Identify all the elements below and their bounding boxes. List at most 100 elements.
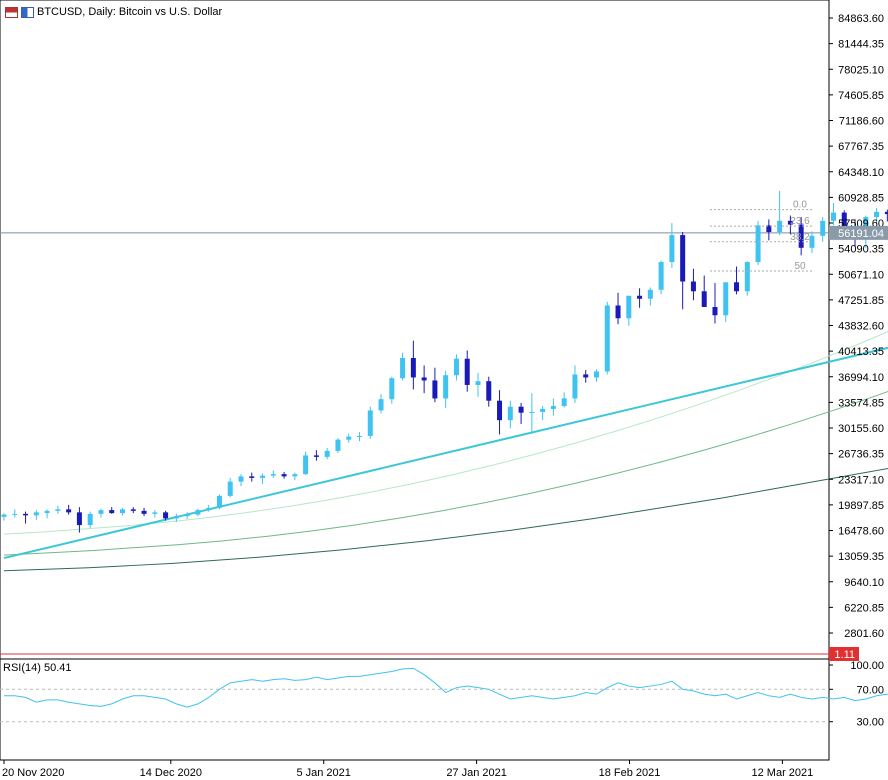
candle-body (680, 235, 686, 282)
candle-body (163, 512, 169, 519)
candle-body (346, 436, 352, 440)
price-axis-label: 9640.10 (844, 577, 884, 589)
fib-level-label: 38.2 (790, 232, 810, 243)
candle-body (206, 507, 212, 511)
candle-body (464, 358, 470, 385)
candle-body (443, 375, 449, 399)
candle-body (173, 516, 179, 519)
candle-body (615, 305, 621, 319)
price-axis-label: 54090.35 (838, 244, 884, 256)
fib-level-label: 0.0 (793, 200, 807, 211)
candle-body (486, 381, 492, 401)
time-axis-label: 27 Jan 2021 (446, 767, 507, 779)
red-level-badge (829, 646, 859, 661)
price-axis-label: 36994.10 (838, 372, 884, 384)
candle-body (787, 220, 793, 225)
price-axis-label: 74605.85 (838, 90, 884, 102)
chart-header: BTCUSD, Daily: Bitcoin vs U.S. Dollar (5, 4, 222, 20)
candle-body (119, 509, 125, 514)
candle-body (216, 495, 222, 508)
price-axis-label: 19897.85 (838, 500, 884, 512)
price-axis-label: 64348.10 (838, 167, 884, 179)
candle-body (593, 371, 599, 378)
candle-body (141, 510, 147, 514)
price-axis-label: 50671.10 (838, 269, 884, 281)
candle-body (44, 510, 50, 514)
candle-body (626, 295, 632, 319)
candle-body (12, 513, 18, 515)
rsi-axis-label: 100.00 (850, 660, 884, 672)
candle-body (604, 305, 610, 372)
candle-body (701, 291, 707, 308)
price-axis-label: 43832.60 (838, 321, 884, 333)
moving-average-line (3, 331, 888, 535)
time-axis-label: 5 Jan 2021 (296, 767, 350, 779)
candle-body (874, 211, 880, 218)
candle-body (572, 374, 578, 399)
chart-window-icon[interactable] (5, 6, 18, 18)
candle-body (453, 358, 459, 376)
candle-body (432, 380, 438, 399)
price-axis-label: 26736.35 (838, 449, 884, 461)
candle-body (658, 262, 664, 290)
price-axis-label: 40413.35 (838, 346, 884, 358)
candle-body (184, 514, 190, 517)
candle-body (723, 282, 729, 316)
price-axis-label: 6220.85 (844, 602, 884, 614)
candle-body (87, 513, 93, 526)
moving-average-line (3, 468, 888, 572)
candle-body (367, 410, 373, 436)
candle-body (529, 411, 535, 413)
price-axis-label: 81444.35 (838, 39, 884, 51)
time-axis-label: 18 Feb 2021 (599, 767, 661, 779)
candle-body (421, 377, 427, 381)
rsi-axis-label: 70.00 (856, 684, 884, 696)
candle-body (400, 357, 406, 379)
time-axis-label: 12 Mar 2021 (752, 767, 814, 779)
candle-body (378, 399, 384, 411)
candle-body (1, 514, 7, 517)
candle-body (281, 474, 287, 477)
candle-body (755, 225, 761, 263)
candle-body (637, 295, 643, 299)
candle-body (798, 224, 804, 248)
price-axis-label: 47251.85 (838, 295, 884, 307)
time-axis-label: 14 Dec 2020 (140, 767, 202, 779)
candle-body (238, 476, 244, 482)
price-axis-label: 13059.35 (838, 551, 884, 563)
current-price-badge (829, 225, 888, 240)
price-axis-label: 23317.10 (838, 474, 884, 486)
fib-level-label: 23.6 (790, 216, 810, 227)
candle-body (518, 406, 524, 413)
candle-body (540, 408, 546, 412)
candle-body (76, 512, 82, 526)
candle-body (130, 509, 136, 511)
candle-body (303, 455, 309, 475)
candle-body (766, 225, 772, 233)
candle-body (712, 307, 718, 316)
chart-type-icon[interactable] (21, 6, 34, 18)
chart-title: BTCUSD, Daily: Bitcoin vs U.S. Dollar (37, 6, 223, 18)
candle-body (647, 289, 653, 299)
trend-line (3, 346, 888, 560)
candle-body (55, 509, 61, 511)
moving-average-line (3, 390, 888, 556)
candle-body (690, 281, 696, 292)
rsi-label: RSI(14) 50.41 (3, 662, 72, 674)
candle-body (270, 474, 276, 476)
time-axis-label: 20 Nov 2020 (2, 767, 64, 779)
candle-body (356, 435, 362, 437)
candle-body (227, 481, 233, 496)
price-axis-label: 67767.35 (838, 141, 884, 153)
candle-body (292, 474, 298, 477)
candle-body (249, 476, 255, 478)
candle-body (410, 357, 416, 378)
candle-body (109, 510, 115, 514)
price-axis-label: 16478.60 (838, 526, 884, 538)
candle-body (669, 235, 675, 263)
candle-body (260, 475, 266, 478)
current-price-label: 56191.04 (838, 228, 884, 240)
rsi-axis-label: 30.00 (856, 717, 884, 729)
candle-body (389, 378, 395, 400)
